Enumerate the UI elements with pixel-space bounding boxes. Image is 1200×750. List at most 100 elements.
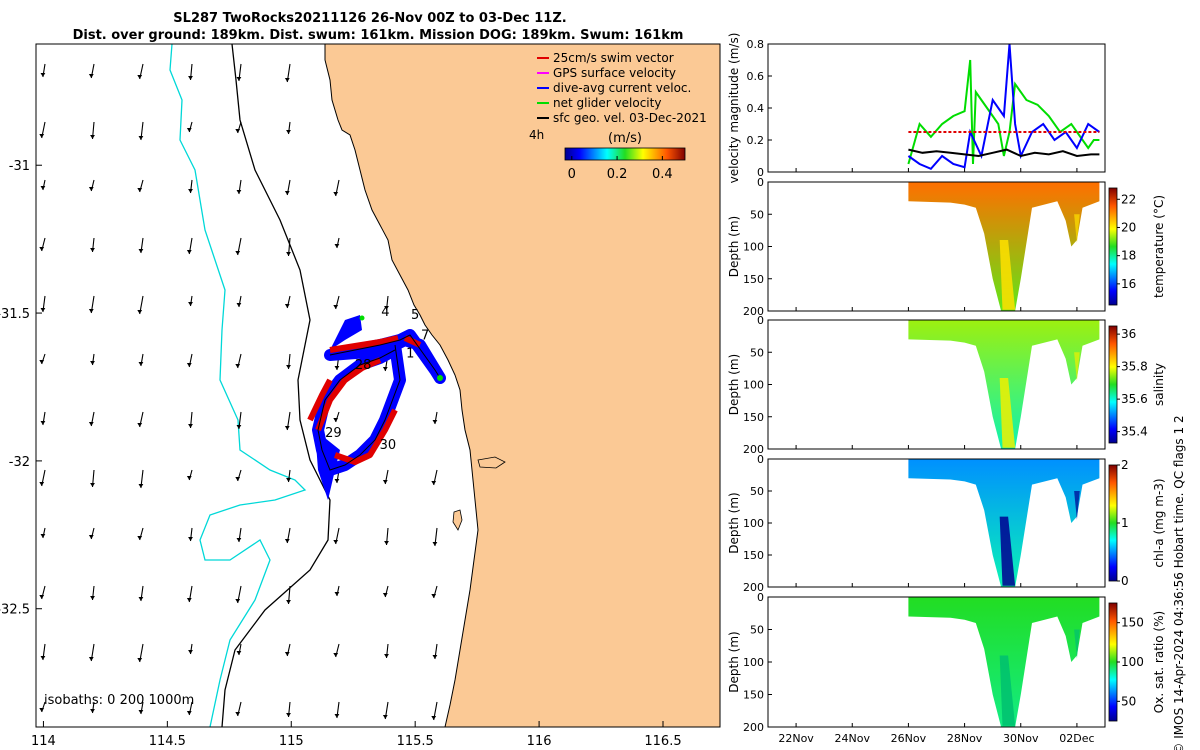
geostrophic-arrowhead — [186, 250, 192, 254]
geostrophic-arrowhead — [88, 422, 94, 426]
geostrophic-arrowhead — [284, 539, 290, 543]
geostrophic-arrowhead — [284, 78, 290, 82]
geostrophic-arrowhead — [431, 716, 437, 720]
geostrophic-arrowhead — [236, 425, 242, 429]
geostrophic-arrowhead — [186, 128, 192, 132]
depth-ytick-label: 0 — [757, 453, 764, 466]
geostrophic-arrowhead — [88, 657, 94, 661]
velocity-ytick-label: 0.4 — [747, 102, 765, 115]
depth-ytick-label: 100 — [743, 379, 764, 392]
panel-4: 0 50 100 150 200 Depth (m) 0 1 2 chl-a (mg m-3) — [727, 453, 1166, 594]
geostrophic-arrowhead — [188, 76, 193, 80]
geostrophic-arrowhead — [186, 711, 192, 715]
geostrophic-arrowhead — [284, 652, 290, 656]
colorbar-tick-label: 2 — [1121, 458, 1129, 472]
depth-ytick-label: 150 — [743, 411, 764, 424]
depth-ytick-label: 200 — [743, 721, 764, 734]
depth-ytick-label: 50 — [750, 346, 764, 359]
legend-label: dive-avg current veloc. — [553, 81, 691, 95]
geostrophic-arrowhead — [138, 597, 144, 601]
geostrophic-arrowhead — [334, 592, 340, 596]
land-area — [325, 44, 720, 727]
isobath-200 — [221, 44, 331, 727]
velocity-series-line — [908, 148, 1100, 158]
geostrophic-arrowhead — [333, 192, 339, 196]
depth-ylabel: Depth (m) — [727, 631, 741, 692]
geostrophic-arrowhead — [333, 540, 339, 544]
figure-title: SL287 TwoRocks20211126 26-Nov 00Z to 03-… — [173, 11, 566, 26]
depth-ytick-label: 100 — [743, 241, 764, 254]
legend-note: 4h — [529, 128, 544, 142]
geostrophic-arrowhead — [286, 130, 291, 134]
geostrophic-arrowhead — [90, 709, 95, 713]
geostrophic-arrowhead — [236, 77, 242, 81]
panel-frame — [767, 458, 1106, 588]
time-tick-label: 28Nov — [947, 732, 983, 745]
time-tick-label: 22Nov — [778, 732, 814, 745]
geostrophic-arrowhead — [188, 650, 193, 654]
geostrophic-arrowhead — [39, 482, 45, 486]
legend-label: sfc geo. vel. 03-Dec-2021 — [553, 111, 707, 125]
geostrophic-arrowhead — [333, 305, 339, 309]
section-core — [999, 655, 1016, 726]
map-axes: 114 114.5 115 115.5 116 116.5 -31 -31.5 -32 -32.5 — [0, 159, 682, 749]
geostrophic-arrowhead — [138, 484, 144, 488]
depth-ytick-label: 100 — [743, 517, 764, 530]
isobath-label: isobaths: 0 200 1000m — [44, 693, 194, 708]
panel-background — [768, 182, 1105, 311]
geostrophic-arrowhead — [431, 594, 437, 598]
geostrophic-arrowhead — [188, 302, 193, 306]
geostrophic-arrowhead — [286, 478, 291, 482]
depth-ytick-label: 50 — [750, 624, 764, 637]
geostrophic-arrowhead — [384, 654, 389, 658]
geostrophic-arrowhead — [235, 364, 241, 368]
geostrophic-arrowhead — [186, 363, 192, 367]
panel-1: 0 0.2 0.4 0.6 0.8 velocity magnitude (m/s) — [727, 33, 1106, 184]
geostrophic-arrowhead — [40, 73, 46, 77]
geostrophic-arrowhead — [90, 248, 95, 252]
geostrophic-arrowhead — [138, 362, 144, 366]
geostrophic-arrowhead — [40, 656, 46, 660]
geostrophic-arrowhead — [138, 136, 144, 140]
colorbar-tick-label: 16 — [1121, 277, 1136, 291]
geostrophic-arrowhead — [432, 542, 438, 546]
geostrophic-arrowhead — [235, 251, 241, 255]
depth-ylabel: Depth (m) — [727, 492, 741, 553]
depth-ytick-label: 0 — [757, 176, 764, 189]
geostrophic-arrowhead — [431, 481, 437, 485]
geostrophic-velocity-arrows — [39, 63, 438, 721]
map-colorbar-tick-label: 0.4 — [652, 167, 673, 182]
geostrophic-arrowhead — [382, 480, 388, 484]
section-core — [1074, 491, 1080, 520]
colorbar-tick-label: 18 — [1121, 249, 1136, 263]
geostrophic-arrowhead — [188, 537, 193, 541]
velocity-ytick-label: 0.6 — [747, 70, 765, 83]
panel-5: 0 50 100 150 200 Depth (m) 50 100 150 Ox. sat. ra… — [727, 591, 1166, 734]
velocity-ylabel: velocity magnitude (m/s) — [727, 33, 741, 184]
geostrophic-arrowhead — [235, 477, 241, 481]
geostrophic-arrowhead — [137, 188, 143, 192]
geostrophic-arrowhead — [40, 308, 46, 312]
geostrophic-arrowhead — [188, 189, 193, 193]
depth-ytick-label: 50 — [750, 485, 764, 498]
depth-ylabel: Depth (m) — [727, 216, 741, 277]
colorbar-label: salinity — [1152, 363, 1166, 406]
garden-island — [452, 509, 463, 531]
depth-ytick-label: 200 — [743, 305, 764, 318]
depth-ytick-label: 0 — [757, 591, 764, 604]
geostrophic-arrowhead — [235, 129, 241, 133]
geostrophic-arrowhead — [39, 595, 45, 599]
geostrophic-arrowhead — [39, 247, 45, 251]
colorbar-tick-label: 22 — [1121, 192, 1136, 206]
track-day-label: 5 — [411, 308, 419, 323]
geostrophic-arrowhead — [186, 598, 192, 602]
time-tick-label: 02Dec — [1059, 732, 1094, 745]
geostrophic-arrowhead — [235, 712, 241, 716]
geostrophic-arrowhead — [188, 424, 193, 428]
time-axis: 22Nov 24Nov 26Nov 28Nov 30Nov 02Dec — [778, 732, 1094, 745]
section-core — [1074, 352, 1080, 382]
track-day-label: 29 — [325, 426, 342, 441]
track-day-label: 28 — [355, 358, 372, 373]
panel-colorbar — [1108, 325, 1118, 444]
time-series-panels: 0 0.2 0.4 0.6 0.8 velocity magnitude (m/s) 0 50… — [727, 33, 1166, 734]
